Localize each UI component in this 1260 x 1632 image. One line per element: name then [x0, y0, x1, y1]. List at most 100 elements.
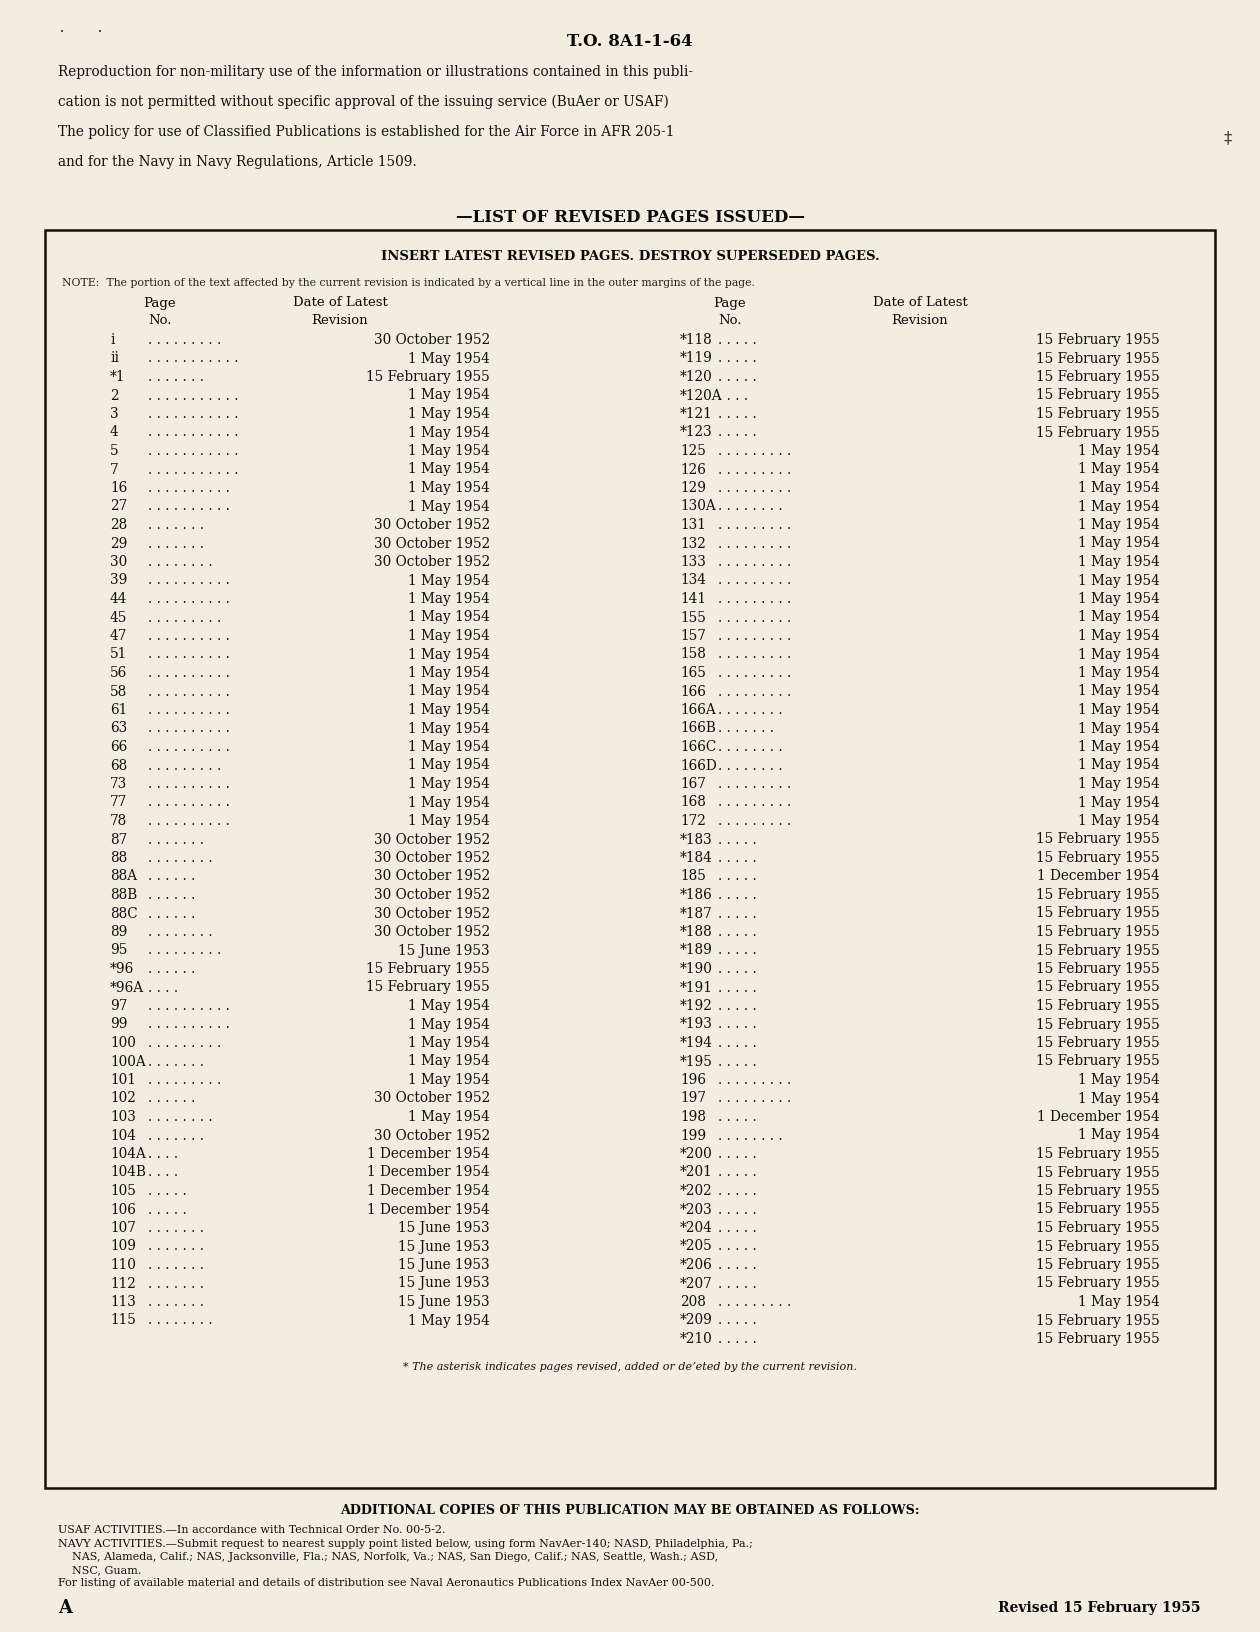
- Text: 77: 77: [110, 795, 127, 809]
- Text: 172: 172: [680, 814, 706, 827]
- Text: 133: 133: [680, 555, 706, 570]
- Text: 1 May 1954: 1 May 1954: [408, 666, 490, 681]
- Text: . . . . .: . . . . .: [718, 961, 757, 976]
- Text: . . . . . . . . .: . . . . . . . . .: [718, 1296, 791, 1309]
- Text: . . . . . . . .: . . . . . . . .: [718, 703, 782, 716]
- Text: . . . . .: . . . . .: [718, 1314, 757, 1327]
- Text: T.O. 8A1-1-64: T.O. 8A1-1-64: [567, 34, 693, 51]
- Text: 112: 112: [110, 1276, 136, 1291]
- Text: . . . . . . . .: . . . . . . . .: [147, 850, 213, 865]
- Text: *120: *120: [680, 370, 713, 384]
- Text: 132: 132: [680, 537, 706, 550]
- Text: 104: 104: [110, 1128, 136, 1142]
- Text: 15 February 1955: 15 February 1955: [367, 961, 490, 976]
- Text: 1 May 1954: 1 May 1954: [1079, 537, 1160, 550]
- Text: 15 February 1955: 15 February 1955: [1036, 888, 1160, 902]
- Text: Page: Page: [144, 297, 176, 310]
- Text: 15 February 1955: 15 February 1955: [1036, 943, 1160, 958]
- Text: 1 May 1954: 1 May 1954: [408, 462, 490, 477]
- Text: 1 May 1954: 1 May 1954: [408, 481, 490, 494]
- Text: 1 May 1954: 1 May 1954: [1079, 703, 1160, 716]
- Text: . . . . . . . . . .: . . . . . . . . . .: [147, 666, 229, 681]
- Text: . . . . . .: . . . . . .: [147, 906, 195, 920]
- Text: . . . . .: . . . . .: [718, 1110, 757, 1124]
- Text: 68: 68: [110, 759, 127, 772]
- Text: NAS, Alameda, Calif.; NAS, Jacksonville, Fla.; NAS, Norfolk, Va.; NAS, San Diego: NAS, Alameda, Calif.; NAS, Jacksonville,…: [58, 1552, 718, 1562]
- Text: 113: 113: [110, 1296, 136, 1309]
- Text: 15 February 1955: 15 February 1955: [1036, 1314, 1160, 1327]
- Text: 30 October 1952: 30 October 1952: [374, 870, 490, 883]
- Text: •: •: [98, 29, 102, 34]
- Text: *186: *186: [680, 888, 713, 902]
- Text: 104B: 104B: [110, 1165, 146, 1180]
- Text: 1 May 1954: 1 May 1954: [408, 499, 490, 514]
- Text: 199: 199: [680, 1128, 706, 1142]
- Text: 130A: 130A: [680, 499, 716, 514]
- Text: 109: 109: [110, 1239, 136, 1253]
- Text: . . . . . . .: . . . . . . .: [147, 1276, 204, 1291]
- Text: . . . . . . . . .: . . . . . . . . .: [718, 481, 791, 494]
- Text: . . . . . . . . .: . . . . . . . . .: [718, 444, 791, 459]
- Text: . . . . . . . . .: . . . . . . . . .: [718, 462, 791, 477]
- Text: *189: *189: [680, 943, 713, 958]
- Text: . . . . . . .: . . . . . . .: [147, 517, 204, 532]
- Text: Reproduction for non-military use of the information or illustrations contained : Reproduction for non-military use of the…: [58, 65, 693, 78]
- Text: . . . .: . . . .: [147, 1165, 178, 1180]
- Text: *192: *192: [680, 999, 713, 1013]
- Text: 1 May 1954: 1 May 1954: [408, 1314, 490, 1327]
- Text: *187: *187: [680, 906, 713, 920]
- Text: 1 May 1954: 1 May 1954: [1079, 739, 1160, 754]
- Text: USAF ACTIVITIES.—In accordance with Technical Order No. 00-5-2.: USAF ACTIVITIES.—In accordance with Tech…: [58, 1524, 446, 1536]
- Text: . . . . . . . . .: . . . . . . . . .: [147, 1072, 222, 1087]
- Text: 30 October 1952: 30 October 1952: [374, 832, 490, 847]
- Text: 15 June 1953: 15 June 1953: [398, 1239, 490, 1253]
- Text: . . . . .: . . . . .: [718, 1183, 757, 1198]
- Text: 1 December 1954: 1 December 1954: [1037, 870, 1160, 883]
- Text: . . . . . .: . . . . . .: [147, 1092, 195, 1105]
- Text: 1 May 1954: 1 May 1954: [1079, 481, 1160, 494]
- Text: . . . . . . .: . . . . . . .: [147, 1054, 204, 1069]
- Text: . . . . . . .: . . . . . . .: [147, 1221, 204, 1235]
- Text: 1 May 1954: 1 May 1954: [1079, 610, 1160, 625]
- Text: 167: 167: [680, 777, 706, 792]
- Text: 1 May 1954: 1 May 1954: [408, 573, 490, 588]
- Text: 88: 88: [110, 850, 127, 865]
- Text: . . . . . . . . . .: . . . . . . . . . .: [147, 481, 229, 494]
- Text: . . . . .: . . . . .: [718, 925, 757, 938]
- Text: . . . . . . . .: . . . . . . . .: [147, 925, 213, 938]
- Text: . . . . . . . . .: . . . . . . . . .: [718, 795, 791, 809]
- Text: . . . . . . . . . .: . . . . . . . . . .: [147, 739, 229, 754]
- Text: . . . . . . . . .: . . . . . . . . .: [718, 628, 791, 643]
- Text: For listing of available material and details of distribution see Naval Aeronaut: For listing of available material and de…: [58, 1578, 714, 1588]
- Text: 1 May 1954: 1 May 1954: [408, 592, 490, 605]
- Text: 131: 131: [680, 517, 706, 532]
- Text: 1 May 1954: 1 May 1954: [1079, 1072, 1160, 1087]
- Text: Date of Latest: Date of Latest: [292, 297, 387, 310]
- Text: . . . . .: . . . . .: [718, 1203, 757, 1216]
- Text: 105: 105: [110, 1183, 136, 1198]
- Text: . . . . .: . . . . .: [718, 888, 757, 902]
- Text: 30 October 1952: 30 October 1952: [374, 1128, 490, 1142]
- Text: 58: 58: [110, 684, 127, 698]
- Text: . . . . .: . . . . .: [718, 1276, 757, 1291]
- Text: 15 February 1955: 15 February 1955: [1036, 426, 1160, 439]
- Text: 61: 61: [110, 703, 127, 716]
- Text: 165: 165: [680, 666, 706, 681]
- Text: . . . . . . .: . . . . . . .: [147, 1128, 204, 1142]
- Text: . . . . . . . . . . .: . . . . . . . . . . .: [147, 444, 238, 459]
- Text: 196: 196: [680, 1072, 706, 1087]
- Text: *207: *207: [680, 1276, 713, 1291]
- Text: 157: 157: [680, 628, 706, 643]
- Text: . . . . . . . . .: . . . . . . . . .: [147, 333, 222, 348]
- Text: 15 February 1955: 15 February 1955: [1036, 981, 1160, 994]
- Text: 30 October 1952: 30 October 1952: [374, 925, 490, 938]
- Text: 88A: 88A: [110, 870, 137, 883]
- Text: A: A: [58, 1599, 72, 1617]
- Text: . . . . . . . . .: . . . . . . . . .: [718, 666, 791, 681]
- Text: 30: 30: [110, 555, 127, 570]
- Text: . . . . . . . .: . . . . . . . .: [147, 1314, 213, 1327]
- Text: . . . . . . . . . .: . . . . . . . . . .: [147, 999, 229, 1013]
- Text: 197: 197: [680, 1092, 706, 1105]
- Text: 3: 3: [110, 406, 118, 421]
- Text: *200: *200: [680, 1147, 713, 1160]
